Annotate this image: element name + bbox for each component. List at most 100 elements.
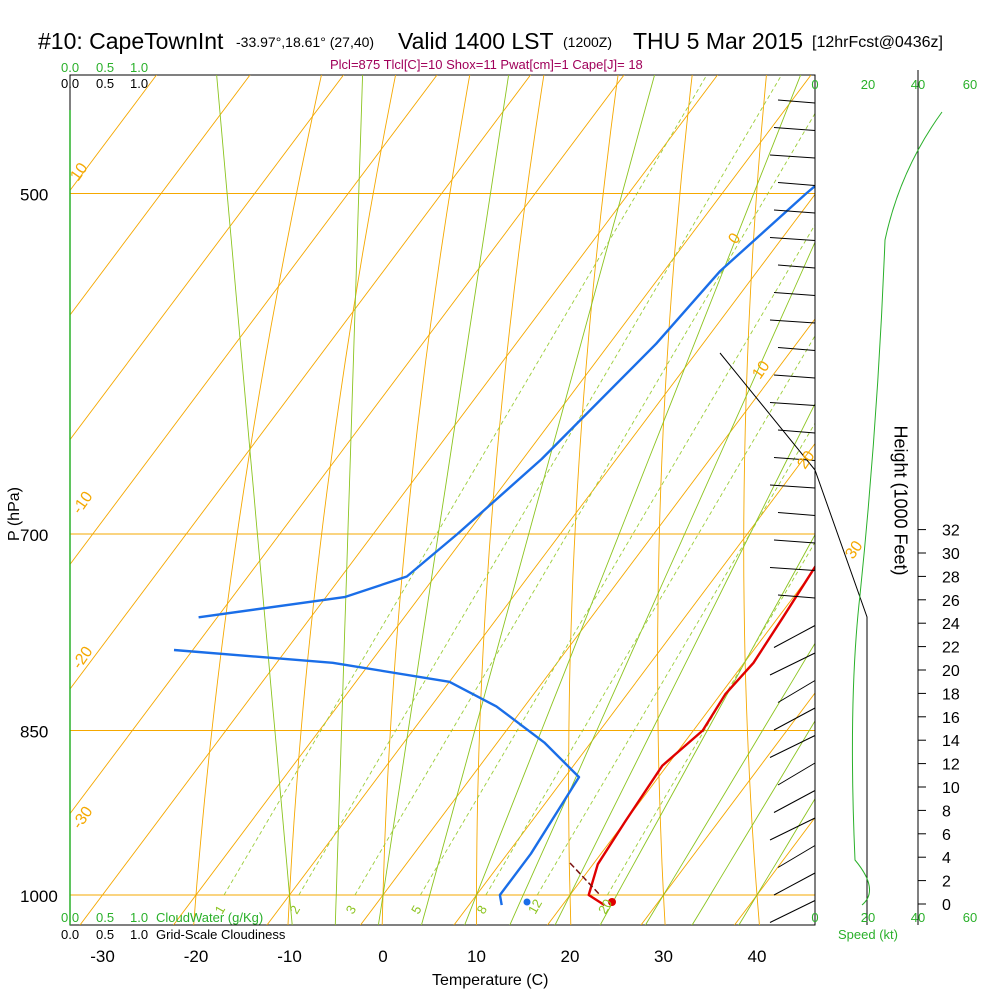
wind-barb <box>777 845 816 868</box>
moist-adiabat <box>421 75 656 925</box>
wind-barb <box>773 292 816 296</box>
dewpoint-upper-profile <box>198 184 815 619</box>
moist-adiabat <box>691 720 815 925</box>
wind-barb <box>777 680 816 703</box>
cloudiness-tick-label: 0.5 <box>96 927 114 942</box>
height-tick-label: 32 <box>942 523 960 540</box>
wind-barb <box>777 429 816 434</box>
height-tick-label: 4 <box>942 850 951 867</box>
zulu-time: (1200Z) <box>563 34 613 50</box>
moist-adiabat <box>334 75 364 925</box>
height-tick-label: 28 <box>942 569 960 586</box>
wind-barb <box>773 539 816 544</box>
height-tick-label: 24 <box>942 616 960 633</box>
isotherm-line <box>828 75 1000 925</box>
height-tick-label: 8 <box>942 803 951 820</box>
wind-barb <box>773 872 816 896</box>
wind-barb <box>777 182 816 186</box>
speed-tick-label: 20 <box>861 910 875 925</box>
isotherm-line <box>70 75 438 566</box>
height-tick-label: 12 <box>942 757 960 774</box>
surface-temperature-dot <box>608 898 616 906</box>
cloudiness-legend: Grid-Scale Cloudiness <box>156 927 286 942</box>
temperature-tick-label: -30 <box>90 947 115 966</box>
cloudwater-tick-label: 1.0 <box>130 60 148 75</box>
wind-barb <box>769 567 816 571</box>
isotherm-line <box>640 692 815 925</box>
dewpoint-profile <box>173 648 581 906</box>
cloudwater-legend: CloudWater (g/Kg) <box>156 910 263 925</box>
forecast-date: THU 5 Mar 2015 <box>633 28 804 54</box>
cloudwater-tick-label: 0.5 <box>96 910 114 925</box>
isotherm-line <box>70 75 344 441</box>
height-tick-label: 6 <box>942 827 951 844</box>
isotherm-line <box>70 75 251 316</box>
height-tick-label: 14 <box>942 733 960 750</box>
isotherm-line <box>360 318 815 925</box>
wind-barb <box>769 402 816 406</box>
temperature-tick-label: 10 <box>467 947 486 966</box>
station-coords: -33.97°,18.61° (27,40) <box>236 34 375 50</box>
dry-adiabat <box>476 75 545 925</box>
cloudwater-tick-label: 0.0 <box>61 910 79 925</box>
cloudwater-tick-label: 0.5 <box>96 60 114 75</box>
wind-barb <box>777 264 816 269</box>
height-tick-label: 26 <box>942 593 960 610</box>
temperature-tick-label: 30 <box>654 947 673 966</box>
speed-tick-label: 40 <box>911 910 925 925</box>
wind-speed-profile <box>851 111 943 906</box>
temperature-tick-label: -20 <box>184 947 209 966</box>
cloudwater-tick-label: 0.0 <box>61 60 79 75</box>
speed-axis-label: Speed (kt) <box>838 927 898 942</box>
isotherm-line <box>453 442 815 925</box>
height-tick-label: 16 <box>942 710 960 727</box>
wind-barb <box>773 625 816 648</box>
cloudiness-tick-label: 0.5 <box>96 76 114 91</box>
isotherm-line <box>70 75 531 690</box>
moist-adiabat <box>554 402 815 925</box>
wind-barb <box>773 374 816 379</box>
wind-barb <box>769 900 816 923</box>
plot-area <box>69 74 816 926</box>
dry-adiabat <box>987 0 1000 944</box>
dry-adiabat <box>193 75 322 925</box>
chart-title: #10: CapeTownInt -33.97°,18.61° (27,40) … <box>0 26 1000 56</box>
temperature-tick-label: 0 <box>378 947 387 966</box>
wind-barb <box>769 154 816 159</box>
wind-barb <box>773 127 816 131</box>
mixing-ratio-line <box>298 75 783 896</box>
wind-barb <box>777 347 816 351</box>
moist-adiabat <box>644 642 815 925</box>
wind-barb <box>769 652 816 676</box>
cloudiness-tick-label: 1.0 <box>130 76 148 91</box>
height-tick-label: 22 <box>942 640 960 657</box>
wind-barb <box>777 512 816 516</box>
speed-tick-label: 60 <box>963 910 977 925</box>
parcel-path <box>569 862 601 896</box>
wind-barb <box>773 790 816 813</box>
temperature-tick-label: 20 <box>561 947 580 966</box>
height-tick-label: 18 <box>942 686 960 703</box>
dry-adiabat <box>381 75 471 925</box>
mixing-ratio-line <box>223 75 708 896</box>
wind-barb <box>769 319 816 324</box>
moist-adiabat <box>464 75 802 925</box>
wind-barb <box>777 762 816 786</box>
wind-barb <box>769 735 816 758</box>
pressure-tick-label: 700 <box>20 526 48 545</box>
isotherm-line <box>79 75 718 925</box>
wind-barb <box>769 237 816 241</box>
isotherm-line <box>266 193 815 925</box>
temperature-profile <box>587 564 815 907</box>
cloudwater-tick-label: 1.0 <box>130 910 148 925</box>
height-tick-label: 20 <box>942 663 960 680</box>
moist-adiabat <box>377 75 510 925</box>
temperature-tick-label: -10 <box>277 947 302 966</box>
height-tick-label: 30 <box>942 546 960 563</box>
right-axis-label: Height (1000 Feet) <box>890 425 911 576</box>
dry-adiabat <box>657 75 693 925</box>
mixing-ratio-label: 20 <box>595 896 615 916</box>
pressure-tick-label: 850 <box>20 723 48 742</box>
pressure-tick-label: 1000 <box>20 887 58 906</box>
